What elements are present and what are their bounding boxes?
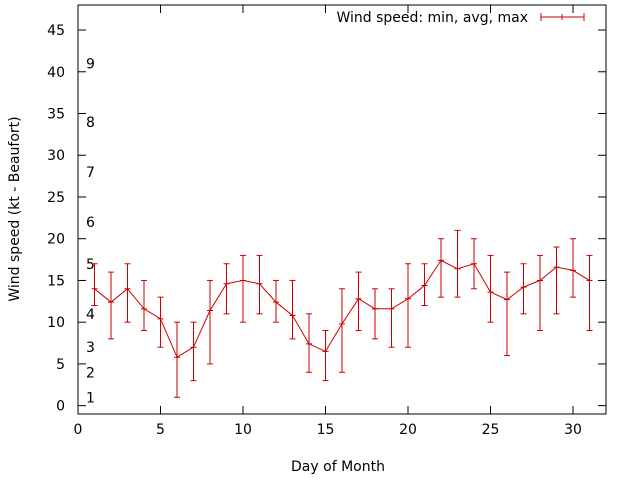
data-point <box>454 265 461 272</box>
data-point <box>339 320 345 327</box>
x-axis-label: Day of Month <box>291 459 385 475</box>
beaufort-label: 1 <box>86 390 95 406</box>
y-tick-label: 30 <box>47 148 65 164</box>
data-point <box>570 267 576 274</box>
legend-swatch <box>540 13 585 21</box>
x-tick-label: 25 <box>482 422 500 438</box>
y-axis-label: Wind speed (kt - Beaufort) <box>7 116 23 301</box>
y-tick-label: 40 <box>47 65 65 81</box>
y-tick-label: 35 <box>47 107 65 123</box>
data-point <box>190 344 197 351</box>
data-point <box>537 277 543 284</box>
beaufort-label: 4 <box>86 307 95 323</box>
data-point <box>256 280 263 287</box>
data-point <box>157 315 164 322</box>
data-point <box>108 299 114 306</box>
x-tick-label: 30 <box>564 422 582 438</box>
data-point <box>273 299 279 306</box>
beaufort-label: 9 <box>86 56 95 72</box>
data-point <box>438 257 444 264</box>
beaufort-label: 5 <box>86 257 95 273</box>
data-point <box>174 354 180 361</box>
data-point <box>91 285 98 292</box>
data-point <box>141 305 147 312</box>
x-tick-label: 15 <box>317 422 335 438</box>
beaufort-label: 3 <box>86 340 95 356</box>
beaufort-label: 8 <box>86 115 95 131</box>
y-tick-label: 20 <box>47 232 65 248</box>
x-axis-ticks: 0 5 10 15 20 25 30 <box>74 5 582 438</box>
data-point <box>421 282 428 289</box>
legend: Wind speed: min, avg, max <box>336 10 585 26</box>
x-tick-label: 20 <box>399 422 417 438</box>
beaufort-label: 7 <box>86 165 95 181</box>
data-point <box>388 305 395 312</box>
data-point <box>553 264 560 271</box>
data-point <box>520 284 527 291</box>
data-point <box>322 348 329 355</box>
data-point <box>223 280 230 287</box>
data-point <box>289 312 296 319</box>
y-tick-label: 0 <box>56 399 65 415</box>
beaufort-label: 6 <box>86 215 95 231</box>
data-point <box>124 285 131 292</box>
beaufort-label: 2 <box>86 365 95 381</box>
y-tick-label: 45 <box>47 23 65 39</box>
y-tick-label: 15 <box>47 273 65 289</box>
x-tick-label: 10 <box>234 422 252 438</box>
data-point <box>405 295 411 302</box>
beaufort-scale-labels: 1 2 3 4 5 6 7 8 9 <box>86 56 95 406</box>
series-wind-speed <box>91 229 593 398</box>
y-tick-label: 5 <box>56 357 65 373</box>
y-tick-label: 10 <box>47 315 65 331</box>
legend-label: Wind speed: min, avg, max <box>336 10 528 26</box>
x-tick-label: 0 <box>74 422 83 438</box>
data-point <box>504 296 510 303</box>
data-point <box>471 260 477 267</box>
data-point <box>306 340 312 347</box>
plot-frame <box>77 4 607 415</box>
data-point <box>372 305 378 312</box>
data-point <box>207 307 213 314</box>
data-point <box>240 277 246 284</box>
data-point <box>487 289 494 296</box>
y-tick-label: 25 <box>47 190 65 206</box>
data-point <box>586 277 593 284</box>
data-point <box>355 295 362 302</box>
x-tick-label: 5 <box>156 422 165 438</box>
